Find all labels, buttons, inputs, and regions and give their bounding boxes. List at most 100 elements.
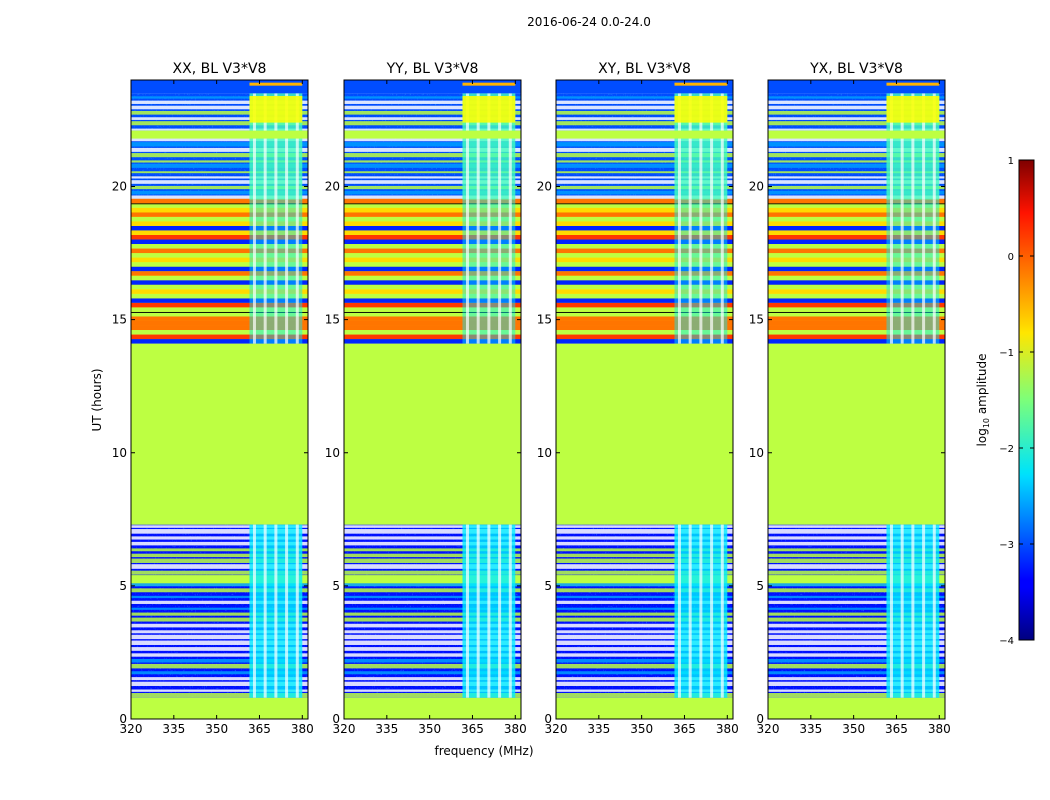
heatmap-row (344, 607, 521, 610)
heatmap-stripe (131, 230, 308, 235)
heatmap-stripe (344, 307, 521, 312)
heatmap-row (344, 612, 521, 616)
heatmap-row (344, 541, 521, 546)
heatmap-stripe (344, 320, 521, 326)
heatmap-stripe (344, 225, 521, 231)
heatmap-stripe (131, 257, 308, 263)
heatmap-stripe (768, 225, 945, 231)
rfi-hot-band (249, 95, 303, 123)
y-tick-label: 20 (749, 180, 764, 194)
heatmap-dark-line (131, 311, 308, 313)
heatmap-stripe (131, 302, 308, 308)
heatmap-dark-line (768, 311, 945, 313)
rfi-gap-line (710, 93, 714, 200)
heatmap-dark-line (768, 203, 945, 205)
rfi-gap-line (911, 524, 915, 698)
rfi-gap-line (922, 93, 926, 200)
panel-body (768, 80, 945, 719)
heatmap-stripe (131, 234, 308, 240)
heatmap-stripe (556, 320, 733, 326)
heatmap-row (344, 147, 521, 152)
heatmap-stripe (131, 316, 308, 321)
heatmap-row (131, 100, 308, 104)
heatmap-row (131, 553, 308, 558)
heatmap-stripe (131, 244, 308, 249)
y-tick-label: 5 (756, 579, 764, 593)
heatmap-row (556, 525, 733, 528)
heatmap-row (556, 117, 733, 120)
heatmap-row (768, 630, 945, 634)
heatmap-stripe (131, 248, 308, 254)
heatmap-row (556, 623, 733, 628)
heatmap-stripe (768, 230, 945, 235)
heatmap-stripe (131, 207, 308, 213)
panel-body (556, 80, 733, 719)
heatmap-row (344, 536, 521, 540)
heatmap-row (556, 185, 733, 190)
x-tick-label: 335 (799, 722, 822, 736)
heatmap-row (344, 153, 521, 158)
heatmap-stripe (131, 225, 308, 231)
rfi-gap-line (688, 199, 692, 344)
rfi-gap-line (498, 93, 502, 200)
heatmap-row (344, 525, 521, 528)
heatmap-row (344, 142, 521, 147)
heatmap-row (556, 595, 733, 599)
heatmap-stripe (768, 339, 945, 344)
heatmap-row (131, 640, 308, 645)
heatmap-stripe (131, 216, 308, 222)
rfi-gap-line (295, 524, 299, 698)
heatmap-row (131, 160, 308, 163)
rfi-gap-line (508, 93, 512, 200)
heatmap-stripe (131, 330, 308, 335)
heatmap-stripe (131, 293, 308, 299)
panel-title: XX, BL V3*V8 (173, 61, 267, 77)
heatmap-row (344, 663, 521, 669)
rfi-gap-line (710, 524, 714, 698)
heatmap-row (768, 171, 945, 174)
heatmap-row (344, 623, 521, 628)
heatmap-region (768, 697, 945, 719)
y-tick-label: 15 (112, 313, 127, 327)
rfi-gap-line (263, 199, 267, 344)
heatmap-row (768, 96, 945, 99)
rfi-gap-line (274, 524, 278, 698)
heatmap-row (768, 647, 945, 651)
heatmap-row (344, 640, 521, 645)
x-axis-label: frequency (MHz) (434, 744, 533, 758)
heatmap-dark-line (344, 203, 521, 205)
heatmap-row (131, 612, 308, 616)
heatmap-dark-line (556, 203, 733, 205)
heatmap-row (131, 171, 308, 174)
top-hot-line (886, 82, 940, 86)
rfi-gap-line (677, 524, 681, 698)
rfi-gap-line (720, 524, 724, 698)
heatmap-row (768, 195, 945, 200)
heatmap-region (344, 343, 521, 525)
heatmap-row (344, 171, 521, 174)
heatmap-stripe (556, 334, 733, 340)
rfi-gap-line (465, 93, 469, 200)
y-tick-label: 10 (537, 446, 552, 460)
heatmap-stripe (344, 271, 521, 276)
heatmap-stripe (131, 311, 308, 317)
heatmap-row (344, 617, 521, 622)
rfi-gap-line (677, 199, 681, 344)
colorbar-tick-label: −3 (999, 540, 1014, 551)
heatmap-row (768, 558, 945, 563)
rfi-gap-line (710, 199, 714, 344)
heatmap-stripe (344, 230, 521, 235)
heatmap-row (556, 677, 733, 681)
colorbar-gradient (1018, 159, 1035, 641)
panel-title: YX, BL V3*V8 (809, 61, 903, 77)
top-edge-band (131, 80, 308, 94)
heatmap-stripe (131, 307, 308, 312)
heatmap-stripe (556, 298, 733, 303)
heatmap-row (556, 671, 733, 675)
heatmap-stripe (344, 207, 521, 213)
heatmap-row (768, 185, 945, 190)
colorbar-label-sub: 10 (982, 418, 991, 428)
heatmap-stripe (131, 212, 308, 217)
heatmap-row (768, 640, 945, 645)
top-edge-band (556, 80, 733, 94)
